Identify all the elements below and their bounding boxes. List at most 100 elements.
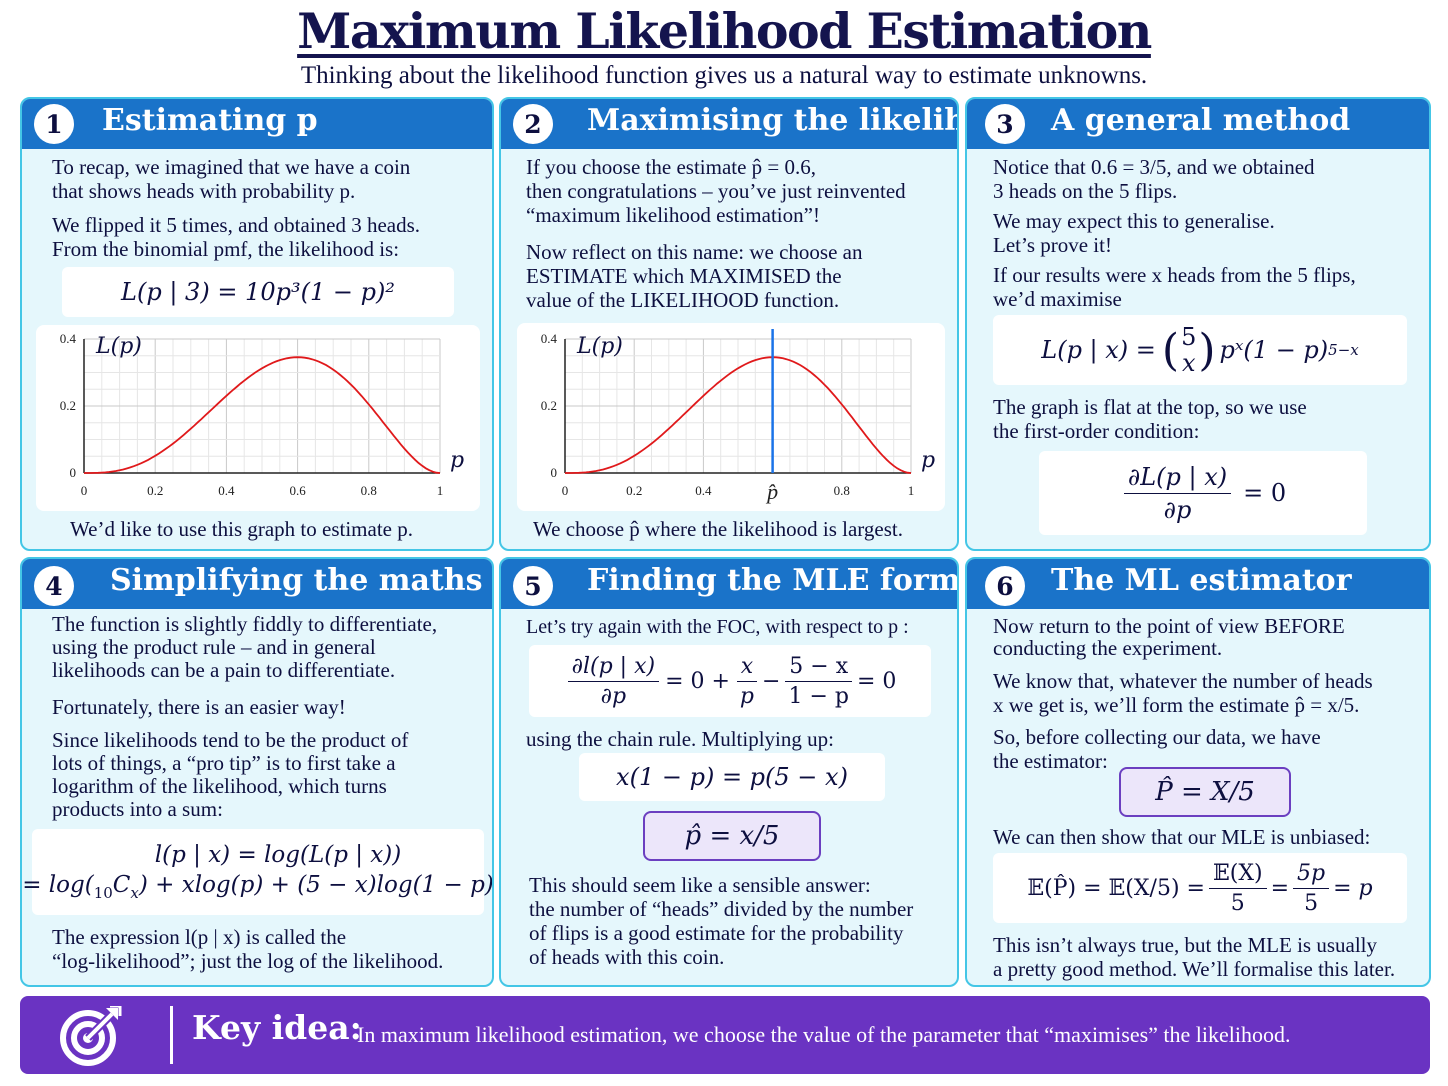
y-tick-label: 0.4 (60, 331, 77, 346)
unbiasedness-formula: 𝔼(P̂) = 𝔼(X/5) = 𝔼(X) 5 = 5p 5 = p (993, 853, 1407, 923)
y-axis-label: L(p) (576, 334, 623, 359)
dl-fraction: ∂l(p | x) ∂p (567, 654, 660, 709)
x-axis-label: p (921, 448, 935, 473)
panel-title: Maximising the likelihood (587, 103, 957, 138)
x-over-p: x p (736, 654, 758, 709)
x-tick-label: 0.4 (218, 483, 235, 498)
second-fraction-den: 1 − p (788, 683, 849, 709)
formula-exponent: 5−x (1328, 341, 1359, 359)
fivep-fraction: 5p 5 (1293, 861, 1330, 916)
likelihood-curve (565, 356, 912, 474)
expectation-lhs: 𝔼(P̂) = 𝔼(X/5) = (1027, 875, 1205, 901)
y-tick-label: 0 (551, 465, 558, 480)
x-tick-label: 0 (562, 483, 569, 498)
paragraph: Notice that 0.6 = 3/5, and we obtained 3… (993, 155, 1315, 203)
likelihood-chart-with-estimate-svg: 0 0.2 0.4 p̂ 0.8 1 0 0.2 0.4 L(p) p (541, 329, 935, 504)
x-tick-label: 0.4 (695, 483, 712, 498)
paragraph: Now reflect on this name: we choose an E… (526, 240, 863, 312)
key-idea-text: In maximum likelihood estimation, we cho… (357, 1022, 1291, 1047)
paragraph: We know that, whatever the number of hea… (993, 669, 1373, 717)
first-order-condition: ∂L(p | x) ∂p = 0 (1039, 451, 1367, 535)
log-C: C (112, 872, 131, 898)
x-tick-label: 0 (81, 483, 88, 498)
foc-fraction: ∂L(p | x) ∂p (1123, 463, 1232, 524)
x-tick-label: 0.8 (361, 483, 377, 498)
page-title: Maximum Likelihood Estimation (297, 2, 1152, 60)
dl-end: = 0 (856, 668, 897, 694)
panel-title: Finding the MLE formula (587, 563, 959, 598)
key-idea-label: Key idea: (192, 1008, 362, 1047)
paragraph: If you choose the estimate p̂ = 0.6, the… (526, 155, 906, 227)
target-icon (58, 1004, 124, 1070)
equals-sign: = (1270, 875, 1290, 901)
foc-log-derivative: ∂l(p | x) ∂p = 0 + x p − 5 − x 1 − p = 0 (529, 645, 931, 717)
log-sub-x: x (130, 884, 139, 902)
paragraph: This should seem like a sensible answer:… (529, 873, 914, 969)
log-line-1: l(p | x) = log(L(p | x)) (154, 842, 402, 868)
binom-bottom: x (1181, 349, 1196, 377)
log-likelihood-formula: l(p | x) = log(L(p | x)) = log(10Cx) + x… (22, 829, 492, 915)
x-tick-label: p̂ (765, 479, 778, 504)
minus-sign: − (762, 668, 781, 694)
paragraph: We can then show that our MLE is unbiase… (993, 825, 1371, 849)
panel-ml-estimator: 6 The ML estimator Now return to the poi… (965, 557, 1431, 987)
paragraph: using the chain rule. Multiplying up: (526, 727, 834, 751)
fivep-den: 5 (1304, 890, 1319, 916)
multiplied-equation: x(1 − p) = p(5 − x) (579, 753, 885, 801)
paragraph: To recap, we imagined that we have a coi… (52, 155, 411, 203)
x-tick-label: 0.2 (147, 483, 163, 498)
foc-rhs: = 0 (1243, 479, 1287, 507)
paragraph: This isn’t always true, but the MLE is u… (993, 933, 1396, 981)
paragraph: The function is slightly fiddly to diffe… (52, 612, 438, 682)
dl-mid: = 0 + (665, 668, 730, 694)
panel-general-method: 3 A general method Notice that 0.6 = 3/5… (965, 97, 1431, 551)
y-tick-label: 0.4 (541, 331, 558, 346)
x-over-p-den: p (739, 683, 755, 709)
paragraph: Let’s try again with the FOC, with respe… (526, 616, 909, 638)
panel-maximising: 2 Maximising the likelihood If you choos… (499, 97, 959, 551)
likelihood-chart-with-estimate: 0 0.2 0.4 p̂ 0.8 1 0 0.2 0.4 L(p) p (517, 323, 945, 511)
paragraph: Fortunately, there is an easier way! (52, 695, 346, 719)
x-tick-label: 1 (908, 483, 915, 498)
binomial-coefficient: 5 x (1181, 324, 1196, 376)
second-fraction-num: 5 − x (785, 654, 853, 682)
panel-simplifying: 4 Simplifying the maths The function is … (20, 557, 494, 987)
likelihood-chart: 0 0.2 0.4 0.6 0.8 1 0 0.2 0.4 L(p) p (36, 325, 480, 511)
panel-title: The ML estimator (1051, 563, 1352, 598)
log-line-2-end: ) + xlog(p) + (5 − x)log(1 − p) (138, 872, 494, 898)
x-tick-label: 0.8 (834, 483, 850, 498)
expectation-fraction-den: 5 (1230, 890, 1245, 916)
x-tick-label: 0.6 (289, 483, 306, 498)
binom-close-paren: ) (1198, 324, 1216, 376)
x-tick-label: 1 (437, 483, 444, 498)
caption: We’d like to use this graph to estimate … (70, 517, 413, 541)
x-over-p-num: x (736, 654, 758, 682)
panel-mle-formula: 5 Finding the MLE formula Let’s try agai… (499, 557, 959, 987)
foc-denominator: ∂p (1163, 495, 1192, 524)
paragraph: The expression l(p | x) is called the “l… (52, 925, 444, 973)
panel-header: 1 Estimating p (22, 99, 492, 149)
y-tick-label: 0.2 (60, 398, 76, 413)
panel-title: A general method (1051, 103, 1351, 138)
panel-title: Estimating p (102, 103, 318, 138)
estimator-highlight: P̂ = X/5 (1119, 767, 1291, 817)
panel-number: 6 (985, 566, 1025, 606)
panel-number: 5 (513, 566, 553, 606)
panel-header: 6 The ML estimator (967, 559, 1429, 609)
y-tick-label: 0.2 (541, 398, 557, 413)
caption: We choose p̂ where the likelihood is lar… (533, 517, 903, 541)
dl-denominator: ∂p (600, 683, 627, 709)
second-fraction: 5 − x 1 − p (784, 654, 853, 709)
y-axis-label: L(p) (95, 334, 142, 359)
paragraph: The graph is flat at the top, so we use … (993, 395, 1307, 443)
foc-numerator: ∂L(p | x) (1123, 463, 1232, 494)
x-tick-label: 0.2 (626, 483, 642, 498)
panel-header: 5 Finding the MLE formula (501, 559, 957, 609)
fivep-num: 5p (1293, 861, 1330, 889)
panel-header: 3 A general method (967, 99, 1429, 149)
page-subtitle: Thinking about the likelihood function g… (300, 62, 1148, 89)
paragraph: If our results were x heads from the 5 f… (993, 263, 1356, 311)
paragraph: We may expect this to generalise. Let’s … (993, 209, 1275, 257)
log-line-2: = log(10Cx) + xlog(p) + (5 − x)log(1 − p… (22, 872, 494, 902)
panel-number: 1 (34, 104, 74, 144)
